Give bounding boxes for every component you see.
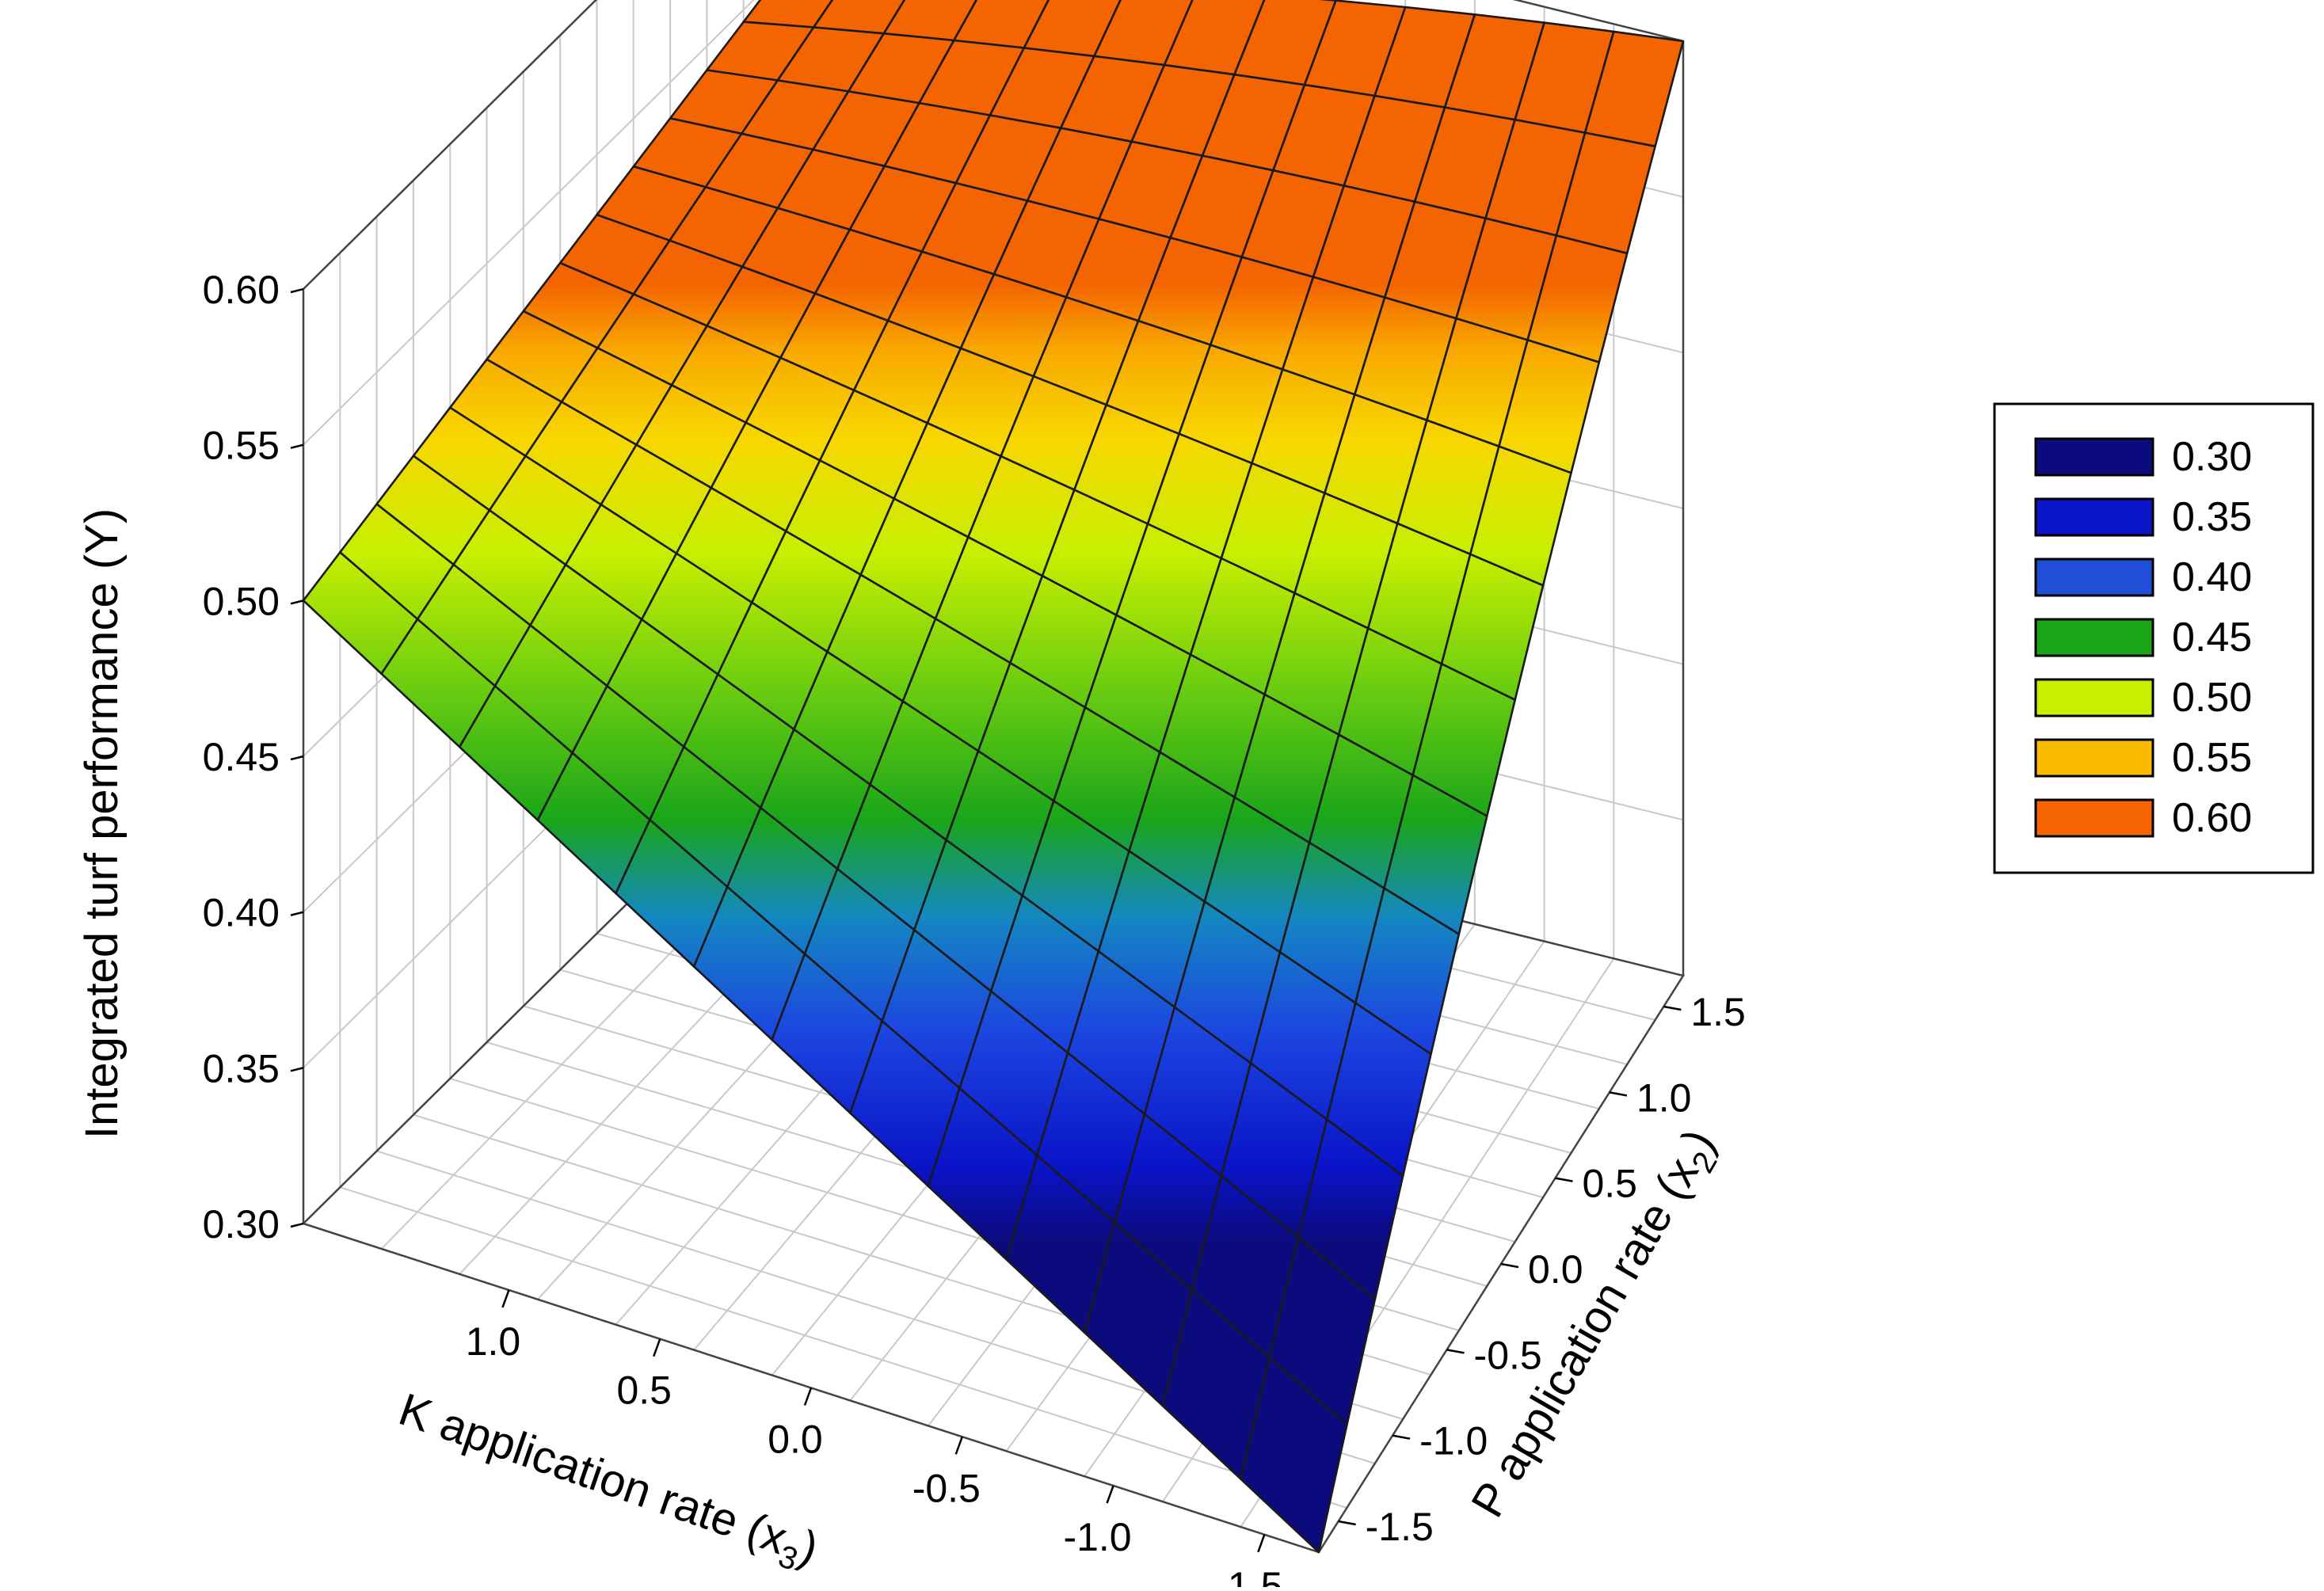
x-tick-mark: [954, 1436, 963, 1455]
surface-cell: [1240, 1356, 1348, 1554]
y-tick-label: 0.5: [1582, 1162, 1637, 1206]
z-tick-mark: [290, 599, 304, 605]
y-tick-label: 1.5: [1690, 990, 1746, 1034]
y-tick-mark: [1555, 1177, 1573, 1182]
y-tick-label: 1.0: [1636, 1075, 1692, 1120]
z-tick-label: 0.60: [203, 268, 280, 312]
x-tick-mark: [653, 1338, 661, 1357]
z-tick-label: 0.55: [203, 424, 280, 468]
z-tick-label: 0.40: [203, 891, 280, 935]
z-tick-label: 0.45: [203, 735, 280, 779]
z-tick-mark: [290, 911, 304, 916]
y-tick-mark: [1609, 1091, 1628, 1097]
legend-swatch: [2034, 618, 2154, 657]
response-surface: [302, 0, 1685, 1554]
x-tick-label: 0.0: [768, 1418, 823, 1462]
legend-label: 0.45: [2172, 615, 2252, 660]
y-tick-mark: [1663, 1005, 1682, 1011]
legend-swatch: [2034, 497, 2154, 537]
legend-label: 0.30: [2172, 434, 2252, 480]
y-tick-label: 0.0: [1528, 1247, 1583, 1292]
y-tick-mark: [1392, 1434, 1411, 1440]
x-tick-label: 0.5: [616, 1368, 672, 1413]
z-tick-label: 0.35: [203, 1046, 280, 1090]
legend-swatch: [2034, 437, 2154, 477]
legend-swatch: [2034, 738, 2154, 778]
y-tick-label: -1.5: [1366, 1505, 1434, 1549]
x-tick-mark: [803, 1387, 813, 1406]
legend: 0.30 0.35 0.40 0.45 0.50 0.55 0.60: [1993, 402, 2314, 874]
legend-swatch: [2034, 798, 2154, 838]
x-axis-title: K application rate (x3): [391, 1384, 825, 1582]
z-tick-mark: [290, 1222, 304, 1228]
axis-ticks: 0.30 0.35 0.40 0.45 0.50 0.55 0.60 1.0 0.5 0.0 -0.…: [203, 268, 1746, 1591]
x-tick-mark: [1106, 1485, 1114, 1504]
y-tick-mark: [1500, 1262, 1519, 1269]
x-tick-mark: [501, 1289, 510, 1308]
legend-label: 0.60: [2172, 795, 2252, 841]
x-tick-label: -1.0: [1063, 1515, 1131, 1559]
legend-swatch: [2034, 558, 2154, 597]
y-tick-mark: [1446, 1349, 1465, 1354]
top-frame: [303, 0, 1684, 290]
z-tick-mark: [290, 287, 304, 294]
x-tick-label: -0.5: [912, 1466, 981, 1510]
z-tick-label: 0.50: [203, 579, 280, 623]
x-tick-label: 1.0: [466, 1319, 521, 1364]
legend-label: 0.55: [2172, 735, 2252, 781]
y-tick-mark: [1338, 1520, 1356, 1526]
z-tick-label: 0.30: [203, 1202, 280, 1247]
z-tick-mark: [290, 1067, 304, 1072]
y-tick-label: -0.5: [1474, 1333, 1542, 1377]
z-tick-mark: [290, 755, 304, 761]
x-tick-label: -1.5: [1214, 1564, 1282, 1587]
x-tick-mark: [1257, 1534, 1266, 1553]
z-tick-mark: [290, 443, 304, 449]
z-axis-title: Integrated turf performance (Y): [76, 508, 128, 1139]
y-tick-label: -1.0: [1419, 1419, 1488, 1463]
legend-label: 0.35: [2172, 494, 2252, 540]
legend-label: 0.40: [2172, 554, 2252, 600]
legend-label: 0.50: [2172, 675, 2252, 721]
floor-gridline: [340, 1186, 1347, 1509]
legend-swatch: [2034, 678, 2154, 717]
